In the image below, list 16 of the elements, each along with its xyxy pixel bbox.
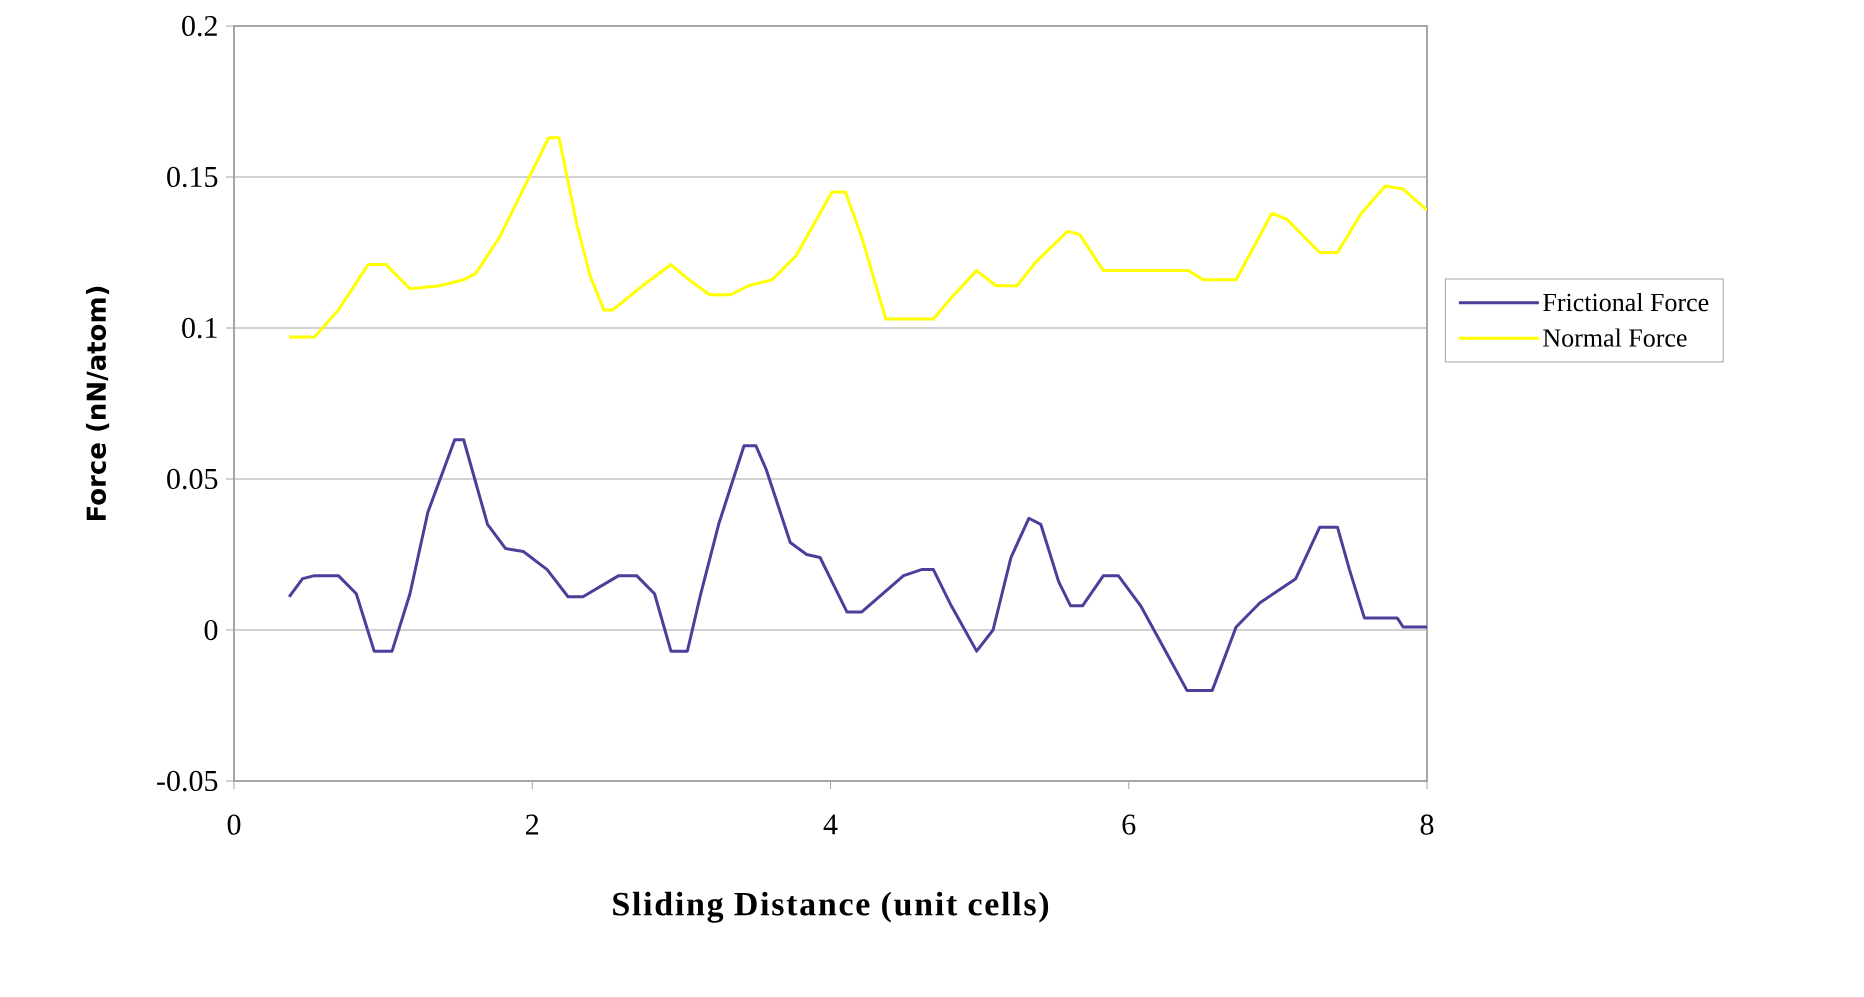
legend-label: Normal Force — [1543, 328, 1687, 347]
y-axis-title: Force (nN/atom) — [85, 286, 110, 521]
y-tick-label: -0.05 — [157, 770, 218, 792]
legend-label: Frictional Force — [1543, 292, 1709, 312]
y-tick-label: 0 — [204, 619, 218, 641]
y-tick-label: 0.15 — [167, 166, 218, 188]
y-tick-label: 0.05 — [167, 468, 218, 490]
x-tick-label: 4 — [823, 814, 838, 835]
y-tick-label: 0.1 — [182, 317, 217, 339]
x-tick-label: 6 — [1122, 814, 1136, 835]
line-series — [287, 136, 1428, 339]
x-axis-title: Sliding Distance (unit cells) — [613, 891, 1049, 923]
y-tick-label: 0.2 — [182, 15, 217, 37]
x-tick-label: 8 — [1420, 814, 1434, 835]
x-tick-label: 2 — [526, 814, 539, 835]
x-tick-label: 0 — [227, 814, 241, 835]
